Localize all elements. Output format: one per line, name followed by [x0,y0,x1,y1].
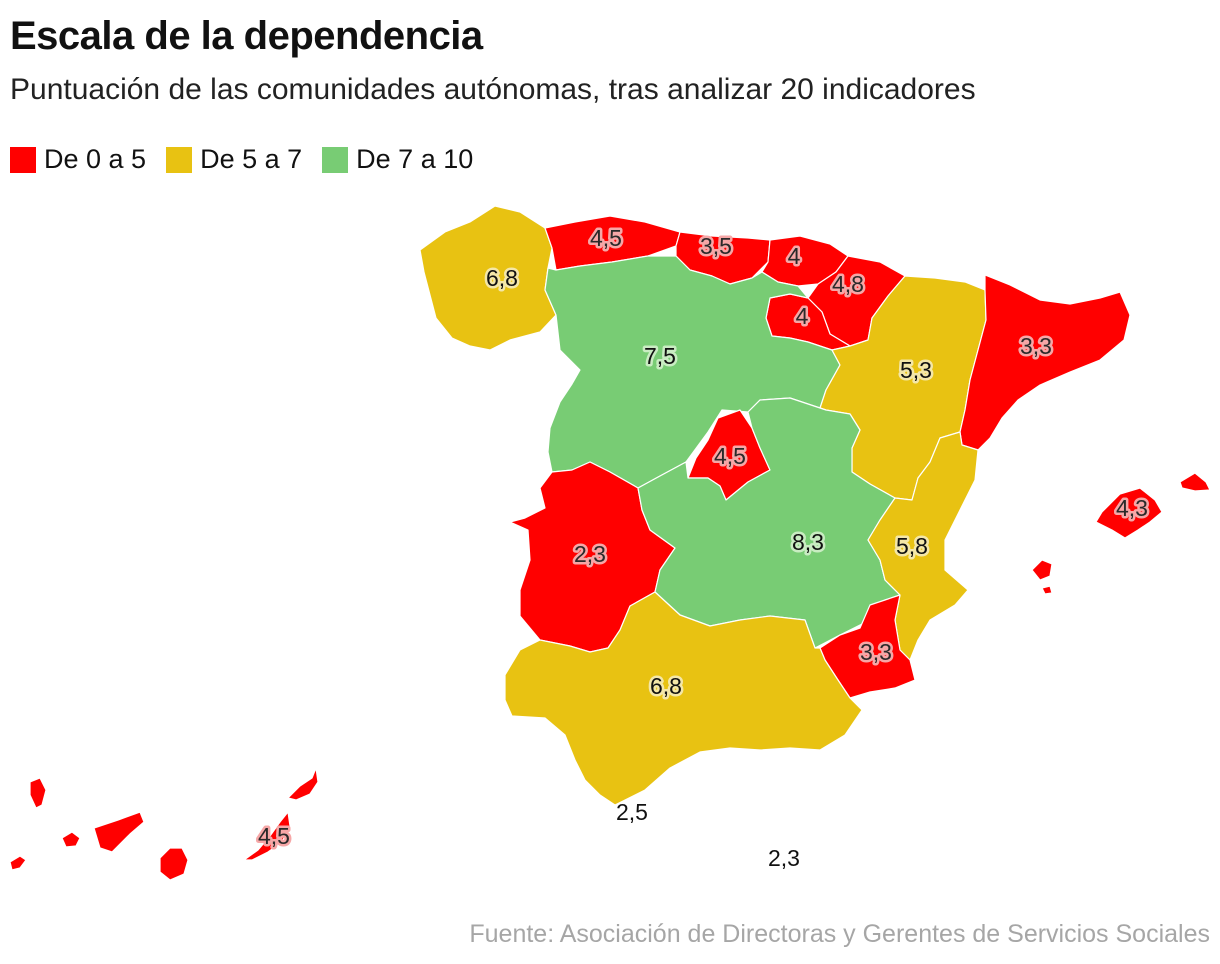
region-canarias-tenerife [93,811,145,853]
label-melilla: 2,3 [768,845,800,871]
label-cataluna: 3,3 [1020,333,1052,359]
region-canarias-lanzarote [287,767,319,801]
region-canarias-la-gomera [61,831,81,848]
region-baleares-menorca [1179,472,1211,492]
label-cantabria: 3,5 [700,233,732,259]
region-baleares-ibiza [1031,559,1053,581]
label-ceuta: 2,5 [616,799,648,825]
region-baleares-formentera [1041,585,1053,595]
region-murcia [819,594,916,699]
label-castilla-la-mancha: 8,3 [792,529,824,555]
label-la-rioja: 4 [796,303,809,329]
label-extremadura: 2,3 [574,541,606,567]
label-valencia: 5,8 [896,533,928,559]
label-galicia: 6,8 [486,265,518,291]
legend-swatch-yellow [166,146,193,173]
label-aragon: 5,3 [900,357,932,383]
region-canarias-la-palma [29,777,47,809]
region-asturias [544,215,681,271]
label-madrid: 4,5 [714,443,746,469]
map-subtitle: Puntuación de las comunidades autónomas,… [10,73,976,106]
label-baleares: 4,3 [1116,495,1148,521]
region-baleares-mallorca [1095,487,1163,539]
legend-swatch-red [10,146,36,173]
map-title: Escala de la dependencia [10,14,483,58]
legend-label-green: De 7 a 10 [356,144,474,174]
legend-label-red: De 0 a 5 [44,144,147,174]
label-navarra: 4,8 [832,271,864,297]
region-canarias-el-hierro [9,855,27,871]
region-canarias-gran-canaria [159,847,189,881]
label-asturias: 4,5 [590,225,622,251]
legend: De 0 a 5 De 5 a 7 De 7 a 10 [10,144,473,175]
source-note: Fuente: Asociación de Directoras y Geren… [469,920,1210,948]
region-canarias-fuerteventura [243,811,291,861]
region-cataluna [959,274,1131,451]
legend-item-red: De 0 a 5 [10,144,146,175]
label-murcia: 3,3 [860,639,892,665]
legend-item-yellow: De 5 a 7 [166,144,302,175]
label-canarias: 4,5 [258,823,290,849]
label-andalucia: 6,8 [650,673,682,699]
label-pais-vasco: 4 [788,243,801,269]
region-andalucia [504,591,863,806]
legend-item-green: De 7 a 10 [322,144,473,175]
legend-label-yellow: De 5 a 7 [200,144,303,174]
legend-swatch-green [322,146,349,173]
label-castilla-leon: 7,5 [644,343,676,369]
